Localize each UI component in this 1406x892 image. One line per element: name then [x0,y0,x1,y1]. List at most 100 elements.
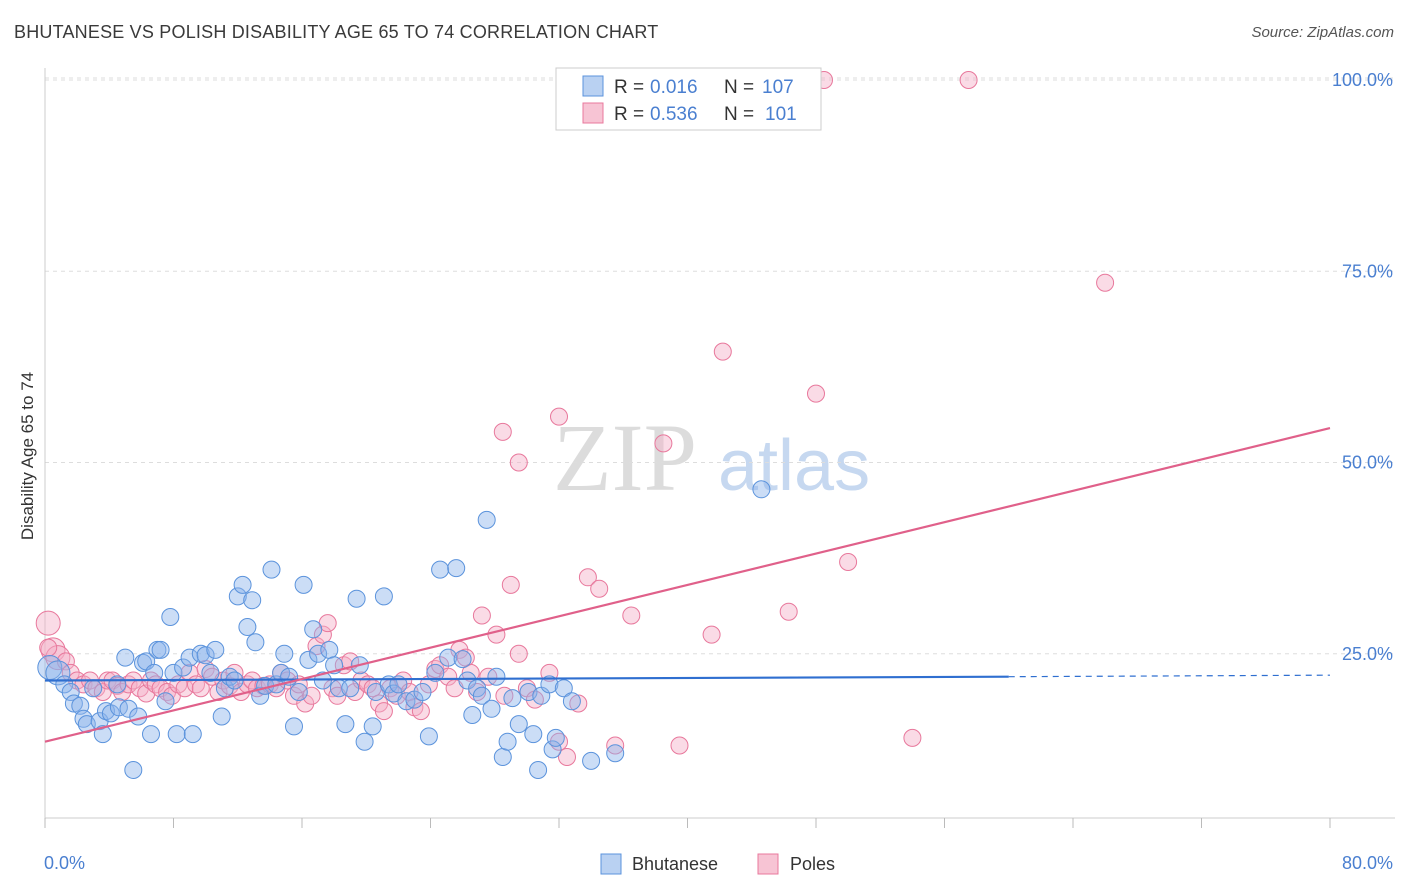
bhutanese-trend-line-extension [1008,674,1331,678]
bhutanese-point [304,620,323,639]
poles-point [779,602,798,621]
poles-point [374,702,393,721]
bottom-legend-bhutanese: Bhutanese [632,854,718,874]
bhutanese-point [341,679,360,698]
bottom-legend: Bhutanese Poles [600,853,835,875]
legend-r-value-2: 0.536 [650,104,698,125]
x-tick-label-max: 80.0% [1342,853,1393,873]
watermark-zip: ZIP [553,404,697,511]
poles-point [501,575,520,594]
legend-r-value-1: 0.016 [650,77,698,98]
bhutanese-point [419,727,438,746]
bhutanese-point [472,686,491,705]
y-axis-label: Disability Age 65 to 74 [18,372,37,540]
bhutanese-point [233,575,252,594]
bhutanese-point [347,589,366,608]
poles-point [839,553,858,571]
bhutanese-point [161,608,180,626]
bhutanese-point [93,725,112,744]
bhutanese-point [554,679,573,698]
poles-point [493,422,512,441]
bhutanese-point [183,725,202,744]
bhutanese-point [439,648,458,667]
poles-point [590,579,609,598]
bhutanese-point [174,658,193,677]
bhutanese-point [275,644,294,663]
bhutanese-point [309,644,328,663]
bhutanese-point [196,646,215,665]
poles-point [959,71,978,89]
bottom-legend-swatch-poles [757,853,779,875]
bhutanese-point [116,648,135,667]
bhutanese-point [289,683,308,701]
trend-lines [44,427,1331,743]
bhutanese-points [37,480,771,779]
axes [44,68,1395,828]
chart-title: BHUTANESE VS POLISH DISABILITY AGE 65 TO… [14,22,659,42]
bhutanese-trend-line [44,675,1009,682]
bhutanese-point [142,725,160,744]
bhutanese-point [482,699,501,718]
bhutanese-point [246,633,265,652]
legend: R = 0.016 N = 107 R = 0.536 N = 101 [555,67,822,131]
bhutanese-point [61,683,80,701]
legend-n-label-1: N = [724,77,754,98]
watermark-atlas: atlas [718,426,870,506]
legend-n-label-2: N = [724,104,754,125]
bhutanese-point [84,679,103,698]
bhutanese-point [151,640,170,659]
bhutanese-point [74,709,93,728]
bhutanese-point [299,650,318,669]
bhutanese-point [262,560,281,579]
bhutanese-point [447,559,466,578]
bhutanese-point [156,692,175,711]
poles-point [411,702,430,721]
bhutanese-point [124,761,143,779]
bhutanese-point [167,725,186,744]
poles-point [903,728,922,747]
bhutanese-point [524,725,543,744]
bhutanese-point [164,663,183,682]
poles-point [39,638,58,657]
poles-point [558,748,576,766]
bhutanese-point [487,667,506,686]
x-tick-label-min: 0.0% [44,853,85,873]
bhutanese-point [180,648,199,667]
y-tick-label-75: 75.0% [1342,261,1393,281]
gridlines [45,77,1395,655]
legend-r-label-1: R = [614,77,644,98]
bhutanese-point [606,744,625,763]
bhutanese-point [546,728,565,747]
y-tick-label-100: 100.0% [1332,70,1393,90]
poles-point [509,453,528,472]
bhutanese-point [529,761,548,779]
poles-point [702,625,721,644]
bhutanese-point [294,575,313,594]
bhutanese-point [212,707,231,726]
bhutanese-point [206,640,225,659]
bhutanese-point [453,650,472,669]
poles-point [313,625,332,644]
bhutanese-point [498,732,517,751]
bhutanese-point [201,663,220,682]
poles-trend-line [44,427,1331,743]
bhutanese-point [108,675,127,694]
poles-point [1096,273,1115,292]
poles-point [35,610,61,636]
poles-point [487,625,506,644]
poles-point [509,644,528,663]
legend-n-value-2: 101 [765,104,797,125]
bhutanese-point [134,653,152,672]
bhutanese-point [503,689,522,708]
bhutanese-point [543,740,562,759]
bhutanese-point [320,640,339,659]
bhutanese-point [540,675,559,694]
y-tick-label-25: 25.0% [1342,644,1393,664]
bhutanese-point [413,683,432,701]
chart-source: Source: ZipAtlas.com [1251,24,1394,41]
bottom-legend-swatch-bhutanese [600,853,622,875]
bhutanese-point [477,510,496,529]
bhutanese-point [562,692,581,711]
bhutanese-point [509,715,528,734]
bhutanese-point [431,560,450,579]
